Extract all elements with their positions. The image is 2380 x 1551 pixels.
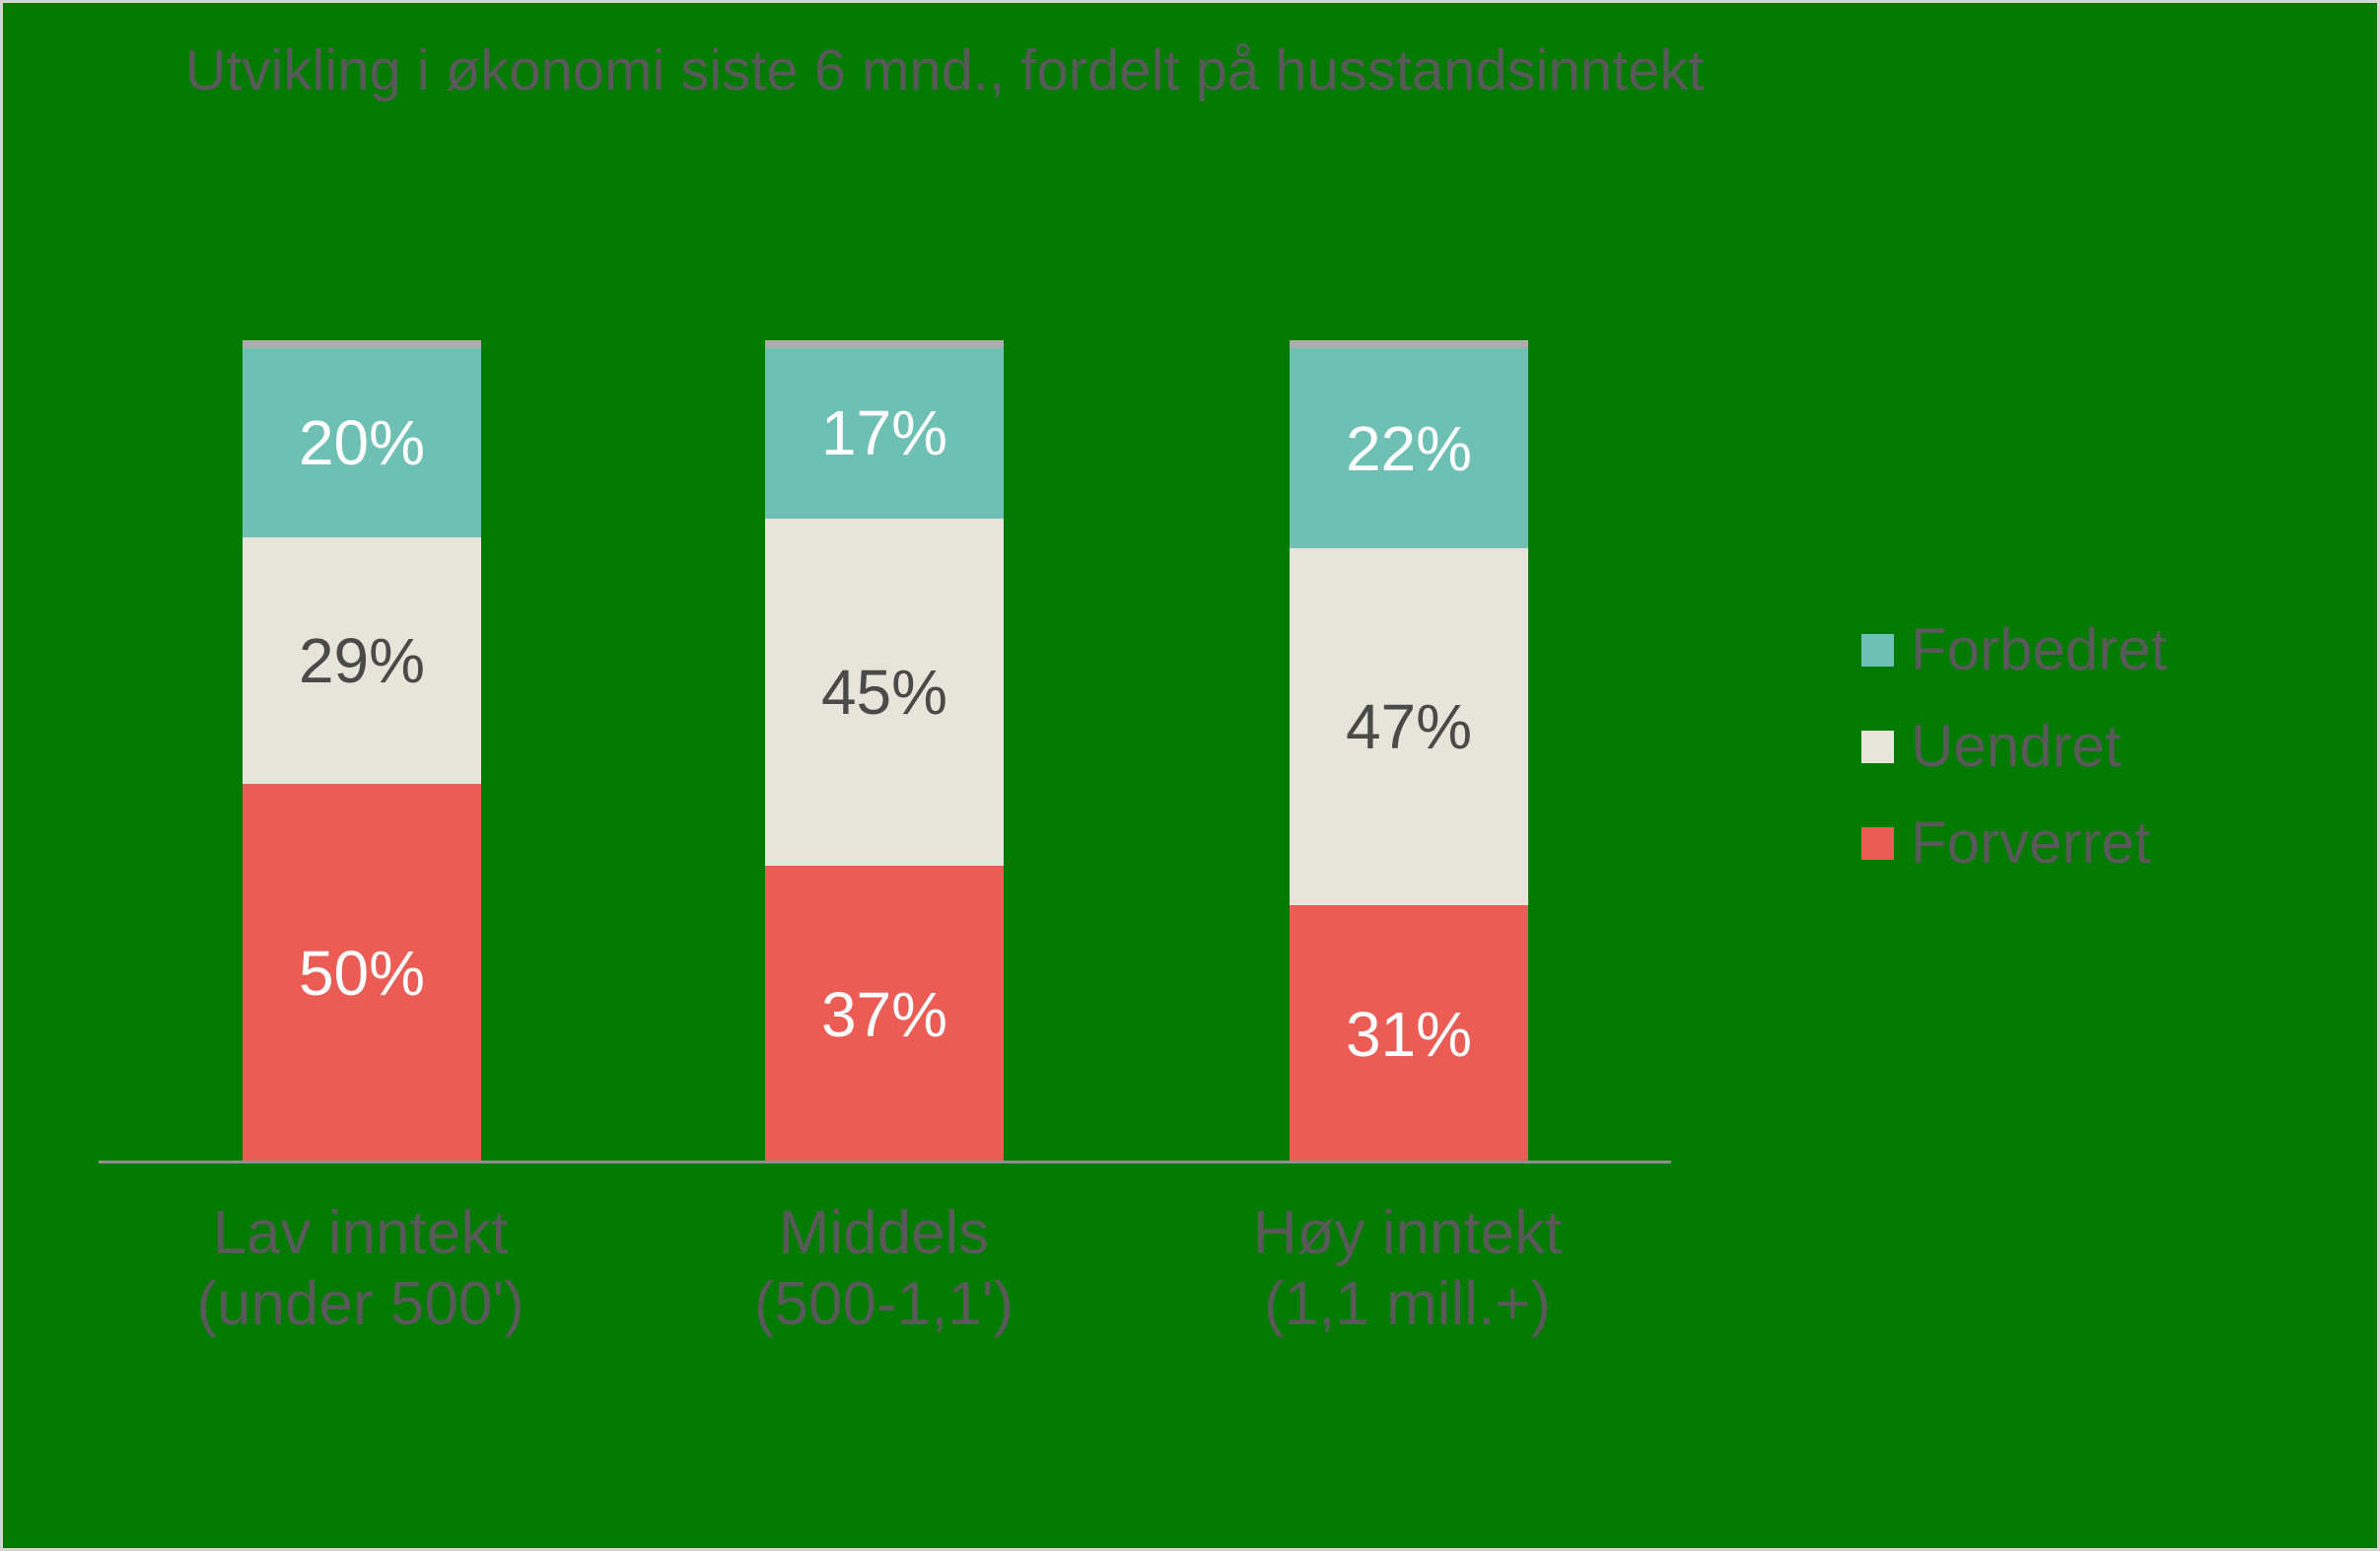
bar-2: 17% 45% 37% [765,340,1004,1163]
bar-1: 20% 29% 50% [243,340,481,1163]
segment-value-label: 31% [1345,998,1473,1070]
bar-1-segment-forbedret: 20% [243,348,481,538]
category-label-line: (under 500') [196,1270,525,1338]
bar-3-segment-forverret: 31% [1290,905,1528,1163]
legend: Forbedret Uendret Forverret [1861,617,2167,907]
bar-1-segment-forverret: 50% [243,783,481,1163]
legend-swatch-uendret [1861,730,1894,763]
category-label-line: (500-1,1') [753,1270,1015,1338]
bar-2-segment-forbedret: 17% [765,348,1004,519]
legend-swatch-forbedret [1861,633,1894,667]
bar-2-segment-uendret: 45% [765,518,1004,867]
segment-value-label: 20% [298,407,426,479]
bar-3-segment-uendret: 47% [1290,548,1528,906]
bar-2-segment-forverret: 37% [765,866,1004,1163]
segment-value-label: 45% [820,656,948,728]
bar-3: 22% 47% 31% [1290,340,1528,1163]
legend-swatch-forverret [1861,826,1894,860]
segment-value-label: 22% [1345,412,1473,484]
bar-3-segment-forbedret: 22% [1290,348,1528,549]
bar-top-cap [765,340,1004,348]
legend-label: Forverret [1911,810,2151,876]
category-label-hoy-inntekt: Høy inntekt (1,1 mill.+) [1146,1198,1669,1340]
legend-label: Forbedret [1911,616,2168,682]
category-label-line: Lav inntekt [212,1199,509,1267]
category-label-line: Høy inntekt [1252,1199,1563,1267]
x-axis-line [99,1161,1671,1163]
legend-item-uendret: Uendret [1861,714,2167,779]
legend-item-forverret: Forverret [1861,811,2167,876]
category-label-line: (1,1 mill.+) [1263,1270,1552,1338]
segment-value-label: 47% [1345,691,1473,763]
segment-value-label: 37% [820,978,948,1050]
category-label-lav-inntekt: Lav inntekt (under 500') [99,1198,622,1340]
legend-label: Uendret [1911,713,2122,779]
bar-top-cap [243,340,481,348]
plot-area: 20% 29% 50% 17% 45% 37% 22% 47% 31% Lav inntekt … [3,3,2377,1548]
category-label-middels: Middels (500-1,1') [622,1198,1146,1340]
segment-value-label: 17% [820,397,948,469]
chart-title: Utvikling i økonomi siste 6 mnd., fordel… [184,38,1705,103]
bar-1-segment-uendret: 29% [243,537,481,784]
segment-value-label: 29% [298,624,426,696]
legend-item-forbedret: Forbedret [1861,617,2167,682]
category-label-line: Middels [778,1199,990,1267]
bar-top-cap [1290,340,1528,348]
segment-value-label: 50% [298,937,426,1009]
